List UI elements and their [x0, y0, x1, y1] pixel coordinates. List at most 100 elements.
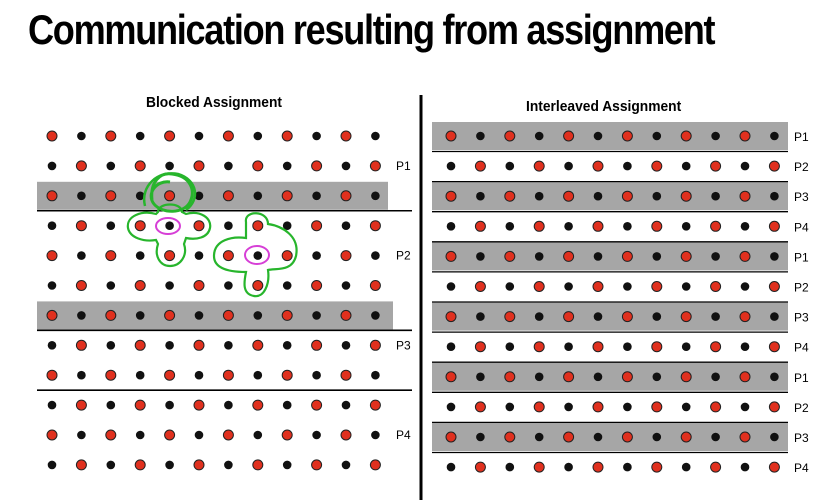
blocked-dot-r9-c3 — [134, 399, 146, 411]
blocked-dot-r2-c9 — [312, 191, 321, 201]
blocked-dot-r7-c10 — [341, 341, 351, 350]
magenta-center-circle-left — [155, 217, 181, 235]
interleaved-dot-r11-c7 — [651, 461, 663, 473]
blocked-dot-r11-c11 — [369, 459, 381, 471]
blocked-dot-r8-c4 — [164, 369, 176, 381]
interleaved-dot-r11-c8 — [681, 462, 691, 472]
blocked-dividers-group — [37, 209, 412, 391]
blocked-dot-r8-c3 — [135, 370, 145, 380]
interleaved-dot-r9-c10 — [740, 402, 750, 412]
interleaved-dot-r3-c1 — [474, 220, 486, 232]
blocked-dot-r11-c7 — [252, 459, 264, 471]
blocked-dot-r11-c2 — [106, 460, 116, 470]
blocked-dot-r5-c9 — [311, 280, 323, 291]
blocked-dot-r11-c3 — [134, 459, 146, 471]
blocked-dot-r4-c1 — [77, 251, 86, 260]
blocked-dot-r8-c7 — [253, 370, 263, 380]
blocked-dot-r1-c2 — [106, 161, 116, 171]
interleaved-dot-r10-c6 — [621, 431, 633, 443]
blocked-dot-r3-c7 — [252, 220, 264, 232]
interleaved-label-row-11: P4 — [794, 461, 809, 475]
blocked-dot-r5-c2 — [106, 281, 116, 290]
interleaved-dot-r9-c3 — [533, 401, 545, 413]
blocked-dot-r2-c0 — [46, 190, 58, 202]
blocked-dot-r9-c5 — [193, 399, 205, 411]
blocked-dot-r3-c1 — [75, 220, 87, 232]
interleaved-dot-r3-c0 — [446, 222, 456, 231]
blocked-dot-r6-c4 — [164, 309, 176, 321]
interleaved-dot-r9-c5 — [592, 401, 604, 413]
blocked-dot-r1-c8 — [282, 161, 292, 171]
interleaved-dot-r9-c2 — [505, 402, 515, 412]
interleaved-dot-r0-c5 — [593, 131, 603, 141]
interleaved-dot-r4-c11 — [770, 252, 779, 261]
blocked-dot-r5-c0 — [47, 281, 57, 290]
interleaved-dot-r7-c0 — [446, 342, 456, 352]
interleaved-dot-r6-c5 — [593, 312, 603, 321]
interleaved-dot-r0-c0 — [445, 130, 457, 142]
interleaved-label-row-0: P1 — [794, 130, 809, 144]
interleaved-dot-r5-c7 — [651, 281, 663, 292]
blocked-dot-r5-c1 — [75, 280, 87, 291]
interleaved-dot-r1-c10 — [740, 161, 750, 171]
interleaved-dot-r3-c7 — [651, 220, 663, 232]
blocked-dot-r4-c10 — [340, 250, 352, 262]
interleaved-dot-r8-c8 — [680, 371, 692, 383]
interleaved-dot-r9-c4 — [564, 402, 573, 412]
interleaved-label-row-1: P2 — [794, 160, 809, 174]
interleaved-dot-r5-c10 — [740, 282, 750, 291]
interleaved-dot-r6-c1 — [476, 312, 485, 321]
interleaved-dot-r0-c1 — [476, 131, 485, 141]
blocked-dot-r3-c0 — [47, 221, 57, 230]
interleaved-dot-r2-c9 — [711, 191, 720, 201]
blocked-dot-r5-c6 — [224, 281, 233, 290]
interleaved-dot-r5-c11 — [768, 281, 780, 292]
blocked-dot-r10-c2 — [105, 429, 117, 441]
blocked-dot-r10-c0 — [46, 429, 58, 441]
blocked-dot-r6-c1 — [77, 311, 86, 320]
blocked-label-p2: P2 — [396, 249, 411, 263]
blocked-dot-r7-c0 — [47, 341, 57, 350]
blocked-dot-r11-c0 — [47, 460, 57, 470]
blocked-dot-r10-c3 — [135, 430, 145, 440]
interleaved-dot-r2-c2 — [504, 190, 516, 202]
interleaved-dot-r11-c10 — [740, 462, 750, 472]
interleaved-dot-r3-c2 — [505, 222, 515, 231]
interleaved-dot-r9-c0 — [446, 402, 456, 412]
blocked-dot-r7-c4 — [165, 341, 174, 350]
interleaved-dot-r8-c9 — [711, 372, 720, 382]
blocked-dot-r9-c8 — [282, 400, 292, 410]
blocked-dot-r1-c9 — [311, 160, 323, 172]
blocked-dot-r5-c7 — [252, 280, 264, 291]
blocked-dot-r8-c10 — [340, 369, 352, 381]
interleaved-dot-r0-c11 — [770, 131, 779, 141]
interleaved-label-row-8: P1 — [794, 371, 809, 385]
blocked-label-p1: P1 — [396, 159, 411, 173]
blocked-dot-r3-c9 — [311, 220, 323, 232]
interleaved-dot-r3-c9 — [710, 220, 722, 232]
blocked-shaded-row-2 — [37, 181, 388, 210]
blocked-dot-r0-c5 — [194, 131, 204, 141]
interleaved-label-row-7: P4 — [794, 341, 809, 355]
interleaved-dot-r8-c11 — [770, 372, 779, 382]
interleaved-dot-r5-c9 — [710, 281, 722, 292]
blocked-dot-r5-c10 — [341, 281, 351, 290]
interleaved-dividers-group — [432, 150, 788, 454]
interleaved-dot-r3-c11 — [768, 220, 780, 232]
blocked-dot-r11-c10 — [341, 460, 351, 470]
blocked-dot-r10-c1 — [77, 430, 86, 440]
interleaved-dot-r6-c9 — [711, 312, 720, 321]
interleaved-dot-r1-c2 — [505, 161, 515, 171]
blocked-dot-r6-c8 — [281, 309, 293, 321]
blocked-dot-r9-c10 — [341, 400, 351, 410]
interleaved-dot-r3-c4 — [564, 222, 573, 231]
interleaved-dot-r6-c11 — [770, 312, 779, 321]
interleaved-dot-r5-c6 — [623, 282, 632, 291]
blocked-dot-r3-c3 — [134, 220, 146, 232]
blocked-dot-r2-c11 — [371, 191, 380, 201]
blocked-dot-r0-c9 — [312, 131, 321, 141]
interleaved-dot-r11-c2 — [505, 462, 515, 472]
handwritten-annotations — [126, 172, 298, 298]
interleaved-shaded-row-10 — [432, 423, 788, 451]
interleaved-dot-r8-c6 — [621, 371, 633, 383]
